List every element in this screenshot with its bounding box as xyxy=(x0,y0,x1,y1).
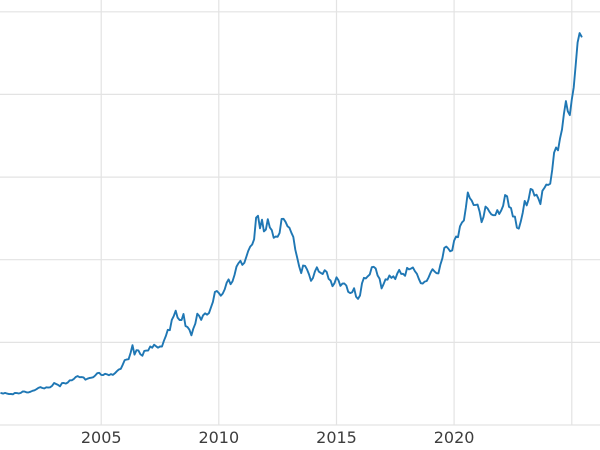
price-line-series xyxy=(0,32,583,396)
price-line xyxy=(0,32,583,396)
x-tick-label: 2020 xyxy=(434,428,475,447)
x-axis-tick-labels: 2005 2010 2015 2020 xyxy=(81,428,475,447)
x-tick-label: 2015 xyxy=(316,428,357,447)
x-tick-label: 2005 xyxy=(81,428,122,447)
x-tick-label: 2010 xyxy=(198,428,239,447)
gridlines-group xyxy=(0,0,600,426)
